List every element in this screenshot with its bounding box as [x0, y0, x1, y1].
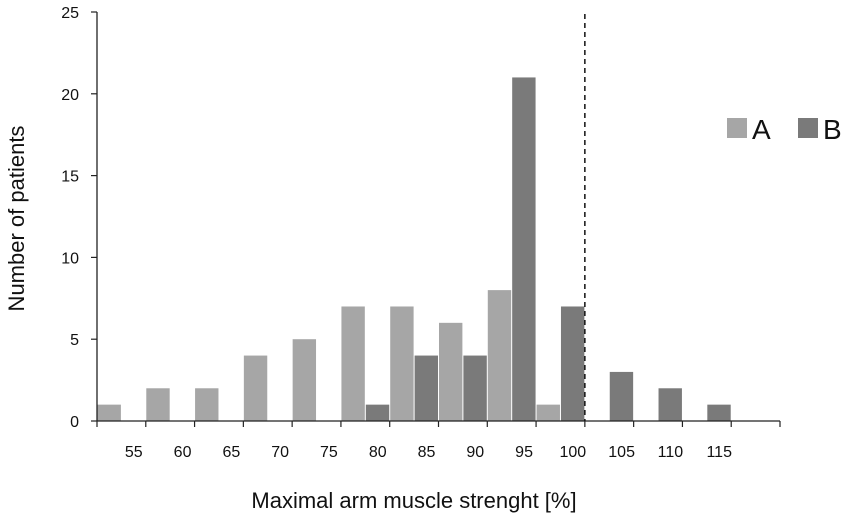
- x-tick-label-95: 95: [515, 444, 533, 461]
- x-tick-label-115: 115: [706, 444, 732, 461]
- bar-a-85: [439, 322, 463, 421]
- bars-group: [97, 77, 731, 421]
- y-tick-label-20: 20: [61, 87, 79, 104]
- x-tick-label-110: 110: [658, 444, 684, 461]
- x-tick-label-80: 80: [369, 444, 387, 461]
- legend: A B: [727, 114, 842, 145]
- ticks-group: 0 5 10 15 20 25 55 60 65 70 75 80 85 90 95 100 105 110 115: [61, 5, 781, 461]
- bar-a-95: [536, 404, 560, 421]
- x-tick-label-65: 65: [222, 444, 240, 461]
- bar-b-90: [512, 77, 536, 421]
- legend-swatch-a: [727, 118, 747, 138]
- y-tick-label-15: 15: [61, 169, 79, 186]
- bar-b-80: [414, 355, 438, 421]
- bar-a-90: [487, 290, 512, 421]
- y-tick-label-5: 5: [70, 332, 79, 349]
- bar-b-75: [365, 404, 390, 421]
- x-tick-label-60: 60: [174, 444, 192, 461]
- x-tick-label-90: 90: [466, 444, 484, 461]
- x-tick-label-100: 100: [560, 444, 587, 461]
- x-tick-label-85: 85: [418, 444, 436, 461]
- bar-a-70: [292, 339, 317, 421]
- y-tick-label-0: 0: [70, 414, 79, 431]
- x-tick-label-75: 75: [320, 444, 338, 461]
- bar-b-85: [463, 355, 487, 421]
- bar-b-110: [707, 404, 731, 421]
- bar-a-75: [341, 306, 365, 421]
- legend-label-a: A: [752, 114, 771, 145]
- bar-a-55: [146, 388, 170, 421]
- x-tick-label-55: 55: [125, 444, 143, 461]
- bar-a-50: [97, 404, 121, 421]
- bar-b-100: [609, 371, 634, 421]
- y-axis-title: Number of patients: [4, 126, 29, 312]
- x-tick-label-70: 70: [271, 444, 289, 461]
- bar-a-80: [390, 306, 414, 421]
- bar-b-95: [560, 306, 585, 421]
- bar-b-105: [658, 388, 682, 421]
- y-tick-label-10: 10: [61, 250, 79, 267]
- y-tick-label-25: 25: [61, 5, 79, 22]
- legend-swatch-b: [798, 118, 818, 138]
- x-tick-label-105: 105: [608, 444, 635, 461]
- bar-a-60: [195, 388, 219, 421]
- x-axis-title: Maximal arm muscle strenght [%]: [251, 488, 576, 513]
- axes-group: [96, 12, 780, 422]
- legend-label-b: B: [823, 114, 842, 145]
- bar-a-65: [243, 355, 268, 421]
